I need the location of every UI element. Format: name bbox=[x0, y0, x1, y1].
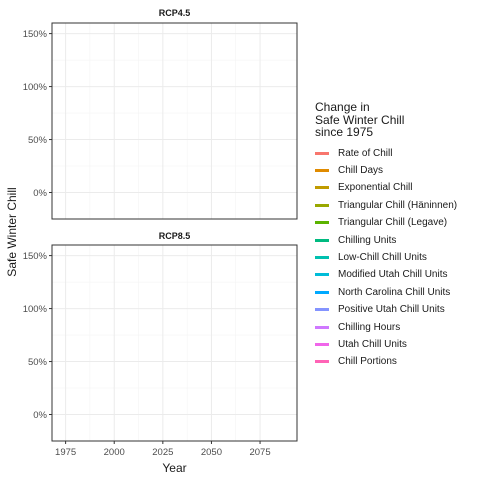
legend-swatch bbox=[315, 360, 329, 364]
legend-label: Rate of Chill bbox=[338, 147, 393, 159]
legend-label: Low-Chill Chill Units bbox=[338, 252, 427, 264]
legend-item: Rate of Chill bbox=[315, 145, 475, 162]
legend-item: Exponential Chill bbox=[315, 179, 475, 196]
panel-1-y-tick-label: 0% bbox=[33, 188, 47, 199]
legend-item: Modified Utah Chill Units bbox=[315, 266, 475, 283]
legend-swatch bbox=[315, 273, 329, 277]
x-tick-label: 1975 bbox=[55, 447, 76, 458]
legend-label: North Carolina Chill Units bbox=[338, 286, 451, 298]
legend-item: Chill Portions bbox=[315, 353, 475, 370]
panel-1-y-tick-label: 50% bbox=[28, 135, 48, 146]
legend-label: Triangular Chill (Häninnen) bbox=[338, 199, 458, 211]
legend-swatch bbox=[315, 186, 329, 190]
legend-item: Positive Utah Chill Units bbox=[315, 301, 475, 318]
legend-label: Chill Portions bbox=[338, 356, 397, 368]
legend-label: Chill Days bbox=[338, 165, 384, 177]
legend-swatch bbox=[315, 221, 329, 225]
legend-item: Chilling Hours bbox=[315, 318, 475, 335]
legend-item: Chill Days bbox=[315, 162, 475, 179]
panel-2-y-tick-label: 100% bbox=[23, 304, 48, 315]
x-tick-label: 2075 bbox=[249, 447, 270, 458]
legend-swatch bbox=[315, 256, 329, 260]
legend-label: Chilling Units bbox=[338, 234, 397, 246]
legend-swatch bbox=[315, 342, 329, 346]
legend-title: Change in Safe Winter Chill since 1975 bbox=[315, 100, 405, 139]
legend-swatch bbox=[315, 238, 329, 242]
panel-1-y-tick-label: 150% bbox=[23, 29, 48, 40]
legend-swatch bbox=[315, 308, 329, 312]
legend-item: Triangular Chill (Legave) bbox=[315, 214, 475, 231]
legend-swatch bbox=[315, 151, 329, 155]
panel-1-y-tick-label: 100% bbox=[23, 82, 48, 93]
legend-swatch bbox=[315, 290, 329, 294]
panel-2-title: RCP8.5 bbox=[159, 231, 191, 241]
legend-label: Utah Chill Units bbox=[338, 338, 407, 350]
panel-1-title: RCP4.5 bbox=[159, 8, 191, 18]
panel-2-y-tick-label: 0% bbox=[33, 410, 47, 421]
x-tick-label: 2050 bbox=[201, 447, 222, 458]
legend-item: Low-Chill Chill Units bbox=[315, 249, 475, 266]
panel-2-y-tick-label: 50% bbox=[28, 357, 48, 368]
legend-label: Exponential Chill bbox=[338, 182, 413, 194]
x-tick-label: 2000 bbox=[104, 447, 125, 458]
x-axis-title: Year bbox=[162, 461, 186, 475]
y-axis-title: Safe Winter Chill bbox=[5, 187, 19, 276]
legend-swatch bbox=[315, 203, 329, 207]
legend-item: Triangular Chill (Häninnen) bbox=[315, 197, 475, 214]
legend-swatch bbox=[315, 325, 329, 329]
legend-item: Chilling Units bbox=[315, 231, 475, 248]
legend: Change in Safe Winter Chill since 1975 R… bbox=[315, 101, 475, 371]
legend-label: Chilling Hours bbox=[338, 321, 401, 333]
legend-item: North Carolina Chill Units bbox=[315, 284, 475, 301]
panel-2-y-tick-label: 150% bbox=[23, 251, 48, 262]
x-tick-label: 2025 bbox=[152, 447, 173, 458]
legend-item: Utah Chill Units bbox=[315, 336, 475, 353]
panel-2-frame bbox=[51, 244, 298, 442]
legend-label: Modified Utah Chill Units bbox=[338, 269, 448, 281]
legend-label: Triangular Chill (Legave) bbox=[338, 217, 448, 229]
legend-label: Positive Utah Chill Units bbox=[338, 304, 445, 316]
panel-1-frame bbox=[51, 22, 298, 220]
legend-swatch bbox=[315, 169, 329, 173]
